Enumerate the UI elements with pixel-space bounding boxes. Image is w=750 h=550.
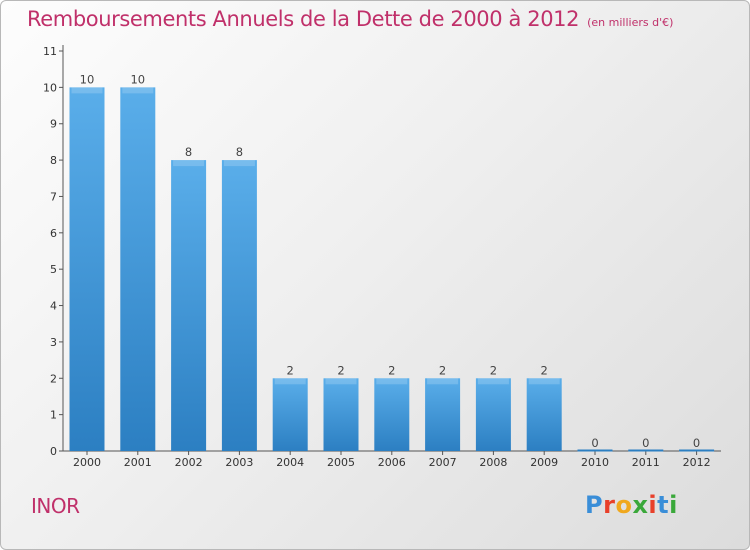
- y-tick-label: 8: [50, 154, 57, 167]
- y-tick-label: 5: [50, 263, 57, 276]
- logo-letter: i: [669, 491, 678, 519]
- bar-highlight: [122, 87, 154, 94]
- bar: [526, 378, 562, 451]
- x-tick-label: 2007: [429, 456, 457, 469]
- x-tick-label: 2000: [73, 456, 101, 469]
- bar: [120, 87, 156, 451]
- data-label: 2: [337, 363, 344, 377]
- data-label: 2: [541, 363, 548, 377]
- data-label: 8: [185, 145, 192, 159]
- chart-subtitle: (en milliers d'€): [587, 16, 674, 29]
- y-tick-label: 4: [50, 300, 57, 313]
- data-label: 0: [642, 436, 649, 450]
- x-tick-label: 2009: [530, 456, 558, 469]
- bar-highlight: [427, 378, 459, 385]
- bar-highlight: [528, 378, 560, 385]
- chart-data-labels: 10 10 8 8 2 2 2 2 2 2 0 0 0: [80, 72, 701, 450]
- y-tick-label: 1: [50, 409, 57, 422]
- logo-letter: t: [657, 491, 670, 519]
- logo-letter: i: [648, 491, 658, 519]
- chart-bars: [69, 87, 715, 452]
- y-tick-label: 7: [50, 190, 57, 203]
- bar-highlight: [71, 87, 103, 94]
- chart-title: Remboursements Annuels de la Dette de 20…: [27, 7, 580, 31]
- y-tick-label: 0: [50, 445, 57, 458]
- data-label: 0: [591, 436, 598, 450]
- data-label: 2: [490, 363, 497, 377]
- bar-highlight: [376, 378, 408, 385]
- x-tick-label: 2010: [581, 456, 609, 469]
- logo-letter: P: [585, 491, 604, 519]
- data-label: 2: [439, 363, 446, 377]
- x-tick-label: 2002: [175, 456, 203, 469]
- bar: [374, 378, 410, 451]
- y-tick-label: 3: [50, 336, 57, 349]
- data-label: 8: [236, 145, 243, 159]
- data-label: 2: [388, 363, 395, 377]
- data-label: 10: [130, 72, 145, 86]
- x-tick-label: 2005: [327, 456, 355, 469]
- x-tick-label: 2012: [683, 456, 711, 469]
- bar: [171, 160, 207, 451]
- bar-highlight: [173, 160, 205, 167]
- bar: [475, 378, 511, 451]
- logo-letter: x: [632, 491, 649, 519]
- data-label: 2: [287, 363, 294, 377]
- proxiti-logo: Proxiti: [585, 491, 678, 519]
- bar-highlight: [325, 378, 357, 385]
- y-tick-label: 6: [50, 227, 57, 240]
- x-tick-label: 2011: [632, 456, 660, 469]
- y-tick-label: 10: [43, 81, 57, 94]
- x-tick-label: 2006: [378, 456, 406, 469]
- logo-letter: o: [615, 491, 633, 519]
- logo-letter: r: [603, 491, 616, 519]
- data-label: 10: [80, 72, 95, 86]
- x-tick-label: 2003: [225, 456, 253, 469]
- y-tick-label: 2: [50, 372, 57, 385]
- chart-title-block: Remboursements Annuels de la Dette de 20…: [27, 7, 673, 31]
- bar-highlight: [274, 378, 306, 385]
- bar: [221, 160, 257, 451]
- y-tick-label: 9: [50, 118, 57, 131]
- bar: [69, 87, 105, 451]
- data-label: 0: [693, 436, 700, 450]
- bar: [425, 378, 461, 451]
- x-tick-label: 2001: [124, 456, 152, 469]
- commune-name: INOR: [31, 494, 80, 518]
- x-tick-label: 2008: [479, 456, 507, 469]
- bar: [272, 378, 308, 451]
- bar: [323, 378, 359, 451]
- bar-highlight: [477, 378, 509, 385]
- y-tick-label: 11: [43, 45, 57, 58]
- bar-highlight: [223, 160, 255, 167]
- x-tick-label: 2004: [276, 456, 304, 469]
